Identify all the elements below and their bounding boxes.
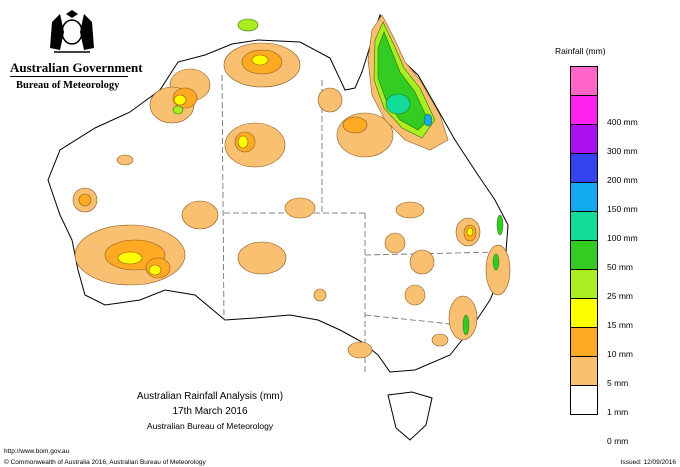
map-date: 17th March 2016 xyxy=(172,406,248,417)
legend-swatch xyxy=(570,240,598,270)
tasmania xyxy=(387,391,433,441)
qld-nsw-border xyxy=(364,251,501,256)
rain-north-queensland xyxy=(367,14,449,151)
legend-label: 150 mm xyxy=(607,204,638,214)
legend-swatch xyxy=(570,95,598,125)
legend-label: 1 mm xyxy=(607,407,629,417)
header-divider xyxy=(10,76,128,77)
legend-label: 50 mm xyxy=(607,262,633,272)
legend-label: 100 mm xyxy=(607,233,638,243)
legend-label: 400 mm xyxy=(607,117,638,127)
legend-swatches xyxy=(570,66,598,415)
coat-of-arms-logo xyxy=(50,10,94,53)
legend-swatch xyxy=(570,182,598,212)
issued-date: Issued: 12/09/2016 xyxy=(620,459,676,466)
rain-10-15mm xyxy=(117,54,474,276)
legend-label: 300 mm xyxy=(607,146,638,156)
legend-label: 5 mm xyxy=(607,378,629,388)
legend-swatch xyxy=(570,211,598,241)
nsw-vic-border xyxy=(364,314,461,326)
legend-title: Rainfall (mm) xyxy=(555,46,606,56)
legend-label: 200 mm xyxy=(607,175,638,185)
bureau-title: Bureau of Meteorology xyxy=(16,80,120,91)
wa-border xyxy=(221,74,225,321)
legend-swatch xyxy=(570,66,598,96)
legend-swatch xyxy=(570,356,598,386)
legend-label: 15 mm xyxy=(607,320,633,330)
legend-label: 25 mm xyxy=(607,291,633,301)
website-link[interactable]: http://www.bom.gov.au xyxy=(4,448,70,455)
legend-label: 10 mm xyxy=(607,349,633,359)
government-title: Australian Government xyxy=(10,60,143,75)
rain-east-coast xyxy=(462,214,504,336)
rain-15-25mm xyxy=(172,18,259,115)
legend-label: 0 mm xyxy=(607,436,629,446)
copyright-notice: © Commonwealth of Australia 2016, Austra… xyxy=(4,459,206,466)
legend-swatch xyxy=(570,385,598,415)
legend-swatch xyxy=(570,298,598,328)
legend-swatch xyxy=(570,124,598,154)
legend-swatch xyxy=(570,153,598,183)
map-agency: Australian Bureau of Meteorology xyxy=(146,421,274,431)
legend-swatch xyxy=(570,327,598,357)
map-title: Australian Rainfall Analysis (mm) xyxy=(136,391,284,402)
legend-swatch xyxy=(570,269,598,299)
